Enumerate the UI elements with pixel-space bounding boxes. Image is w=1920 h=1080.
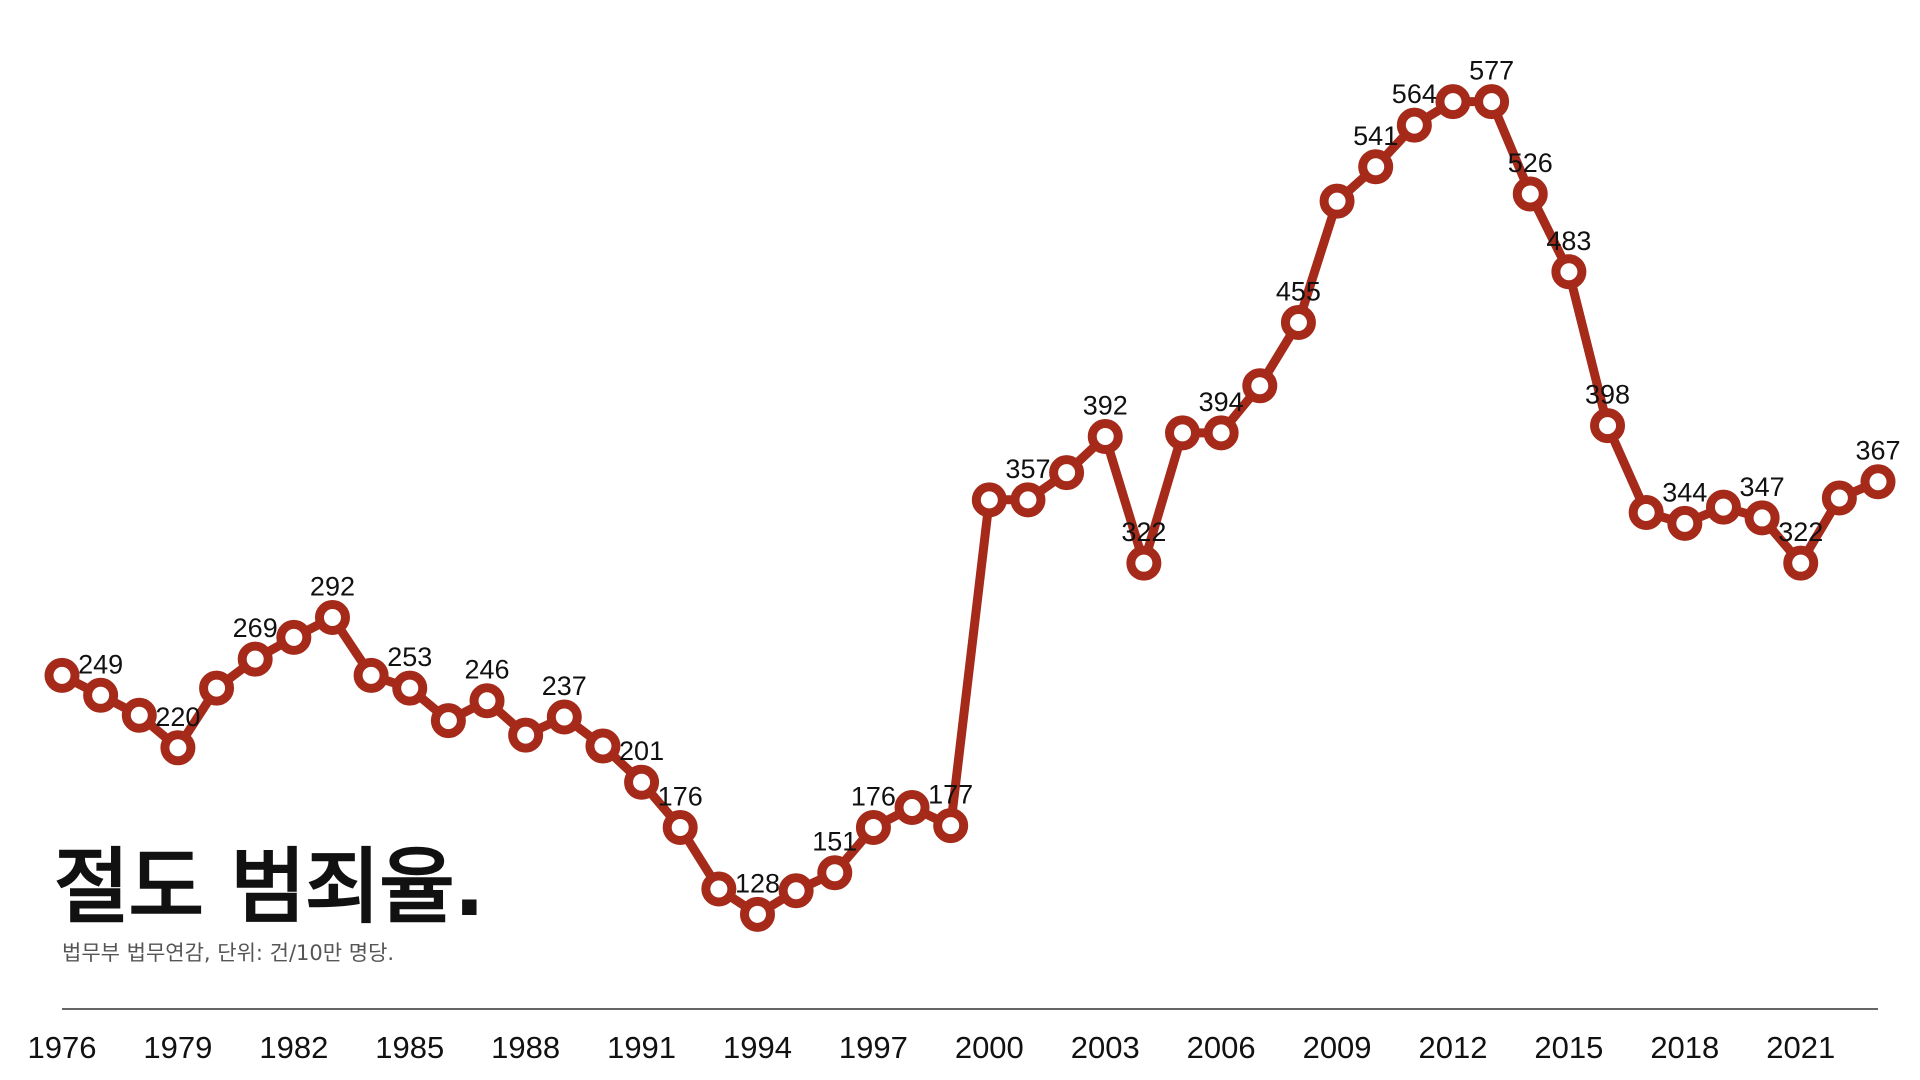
- data-point: [508, 717, 544, 753]
- x-tick-label: 1997: [839, 1030, 908, 1065]
- data-point: [1551, 254, 1587, 290]
- data-label: 344: [1662, 477, 1707, 507]
- data-point: [1280, 304, 1316, 340]
- data-label: 577: [1469, 56, 1514, 86]
- data-point: [1860, 464, 1896, 500]
- data-point: [1590, 408, 1626, 444]
- data-label: 564: [1392, 79, 1437, 109]
- chart-source-note: 법무부 법무연감, 단위: 건/10만 명당.: [62, 941, 395, 965]
- x-tick-label: 1982: [259, 1030, 328, 1065]
- x-tick-label: 2015: [1534, 1030, 1603, 1065]
- data-point: [1705, 489, 1741, 525]
- data-point: [546, 699, 582, 735]
- data-label: 483: [1546, 226, 1591, 256]
- data-point: [1783, 545, 1819, 581]
- data-label: 176: [658, 781, 703, 811]
- data-point: [1512, 176, 1548, 212]
- x-tick-label: 2000: [955, 1030, 1024, 1065]
- data-label: 249: [78, 649, 123, 679]
- data-label: 177: [928, 780, 973, 810]
- data-point: [1744, 500, 1780, 536]
- data-label: 455: [1276, 276, 1321, 306]
- data-point: [1165, 415, 1201, 451]
- data-point: [1049, 455, 1085, 491]
- data-point: [237, 641, 273, 677]
- data-labels-layer: 249 220 269 292 253 246 237 201 176 128 151 176 177 3…: [78, 56, 1900, 899]
- data-point: [855, 809, 891, 845]
- x-tick-label: 1976: [28, 1030, 97, 1065]
- data-points-layer: [44, 84, 1896, 932]
- data-point: [1667, 505, 1703, 541]
- x-tick-label: 2018: [1650, 1030, 1719, 1065]
- x-tick-label: 1991: [607, 1030, 676, 1065]
- data-point: [1203, 415, 1239, 451]
- data-point: [778, 873, 814, 909]
- data-point: [1319, 183, 1355, 219]
- data-point: [83, 677, 119, 713]
- data-label: 176: [851, 781, 896, 811]
- data-point: [624, 764, 660, 800]
- data-label: 526: [1508, 148, 1553, 178]
- x-tick-label: 2006: [1187, 1030, 1256, 1065]
- data-label: 322: [1778, 517, 1823, 547]
- x-tick-label: 2003: [1071, 1030, 1140, 1065]
- data-label: 322: [1121, 517, 1166, 547]
- data-point: [1628, 495, 1664, 530]
- data-point: [44, 657, 80, 693]
- data-point: [160, 730, 196, 766]
- data-point: [469, 683, 505, 719]
- data-label: 253: [387, 642, 432, 672]
- data-label: 128: [735, 868, 780, 898]
- data-point: [971, 482, 1007, 518]
- data-point: [585, 728, 621, 764]
- x-tick-label: 2009: [1303, 1030, 1372, 1065]
- data-point: [1126, 545, 1162, 581]
- x-tick-label: 2012: [1418, 1030, 1487, 1065]
- data-label: 394: [1199, 387, 1244, 417]
- data-point: [1474, 84, 1510, 120]
- data-point: [1010, 482, 1046, 518]
- x-tick-labels-layer: 1976 1979 1982 1985 1988 1991 1994 1997 2000 2003…: [28, 1030, 1836, 1065]
- chart-title: 절도 범죄율.: [54, 840, 485, 935]
- data-label: 398: [1585, 380, 1630, 410]
- data-label: 292: [310, 571, 355, 601]
- data-label: 357: [1005, 454, 1050, 484]
- data-label: 347: [1740, 472, 1785, 502]
- data-point: [701, 871, 737, 907]
- data-label: 220: [155, 702, 200, 732]
- data-label: 237: [542, 671, 587, 701]
- data-point: [1358, 149, 1394, 185]
- x-tick-label: 1985: [375, 1030, 444, 1065]
- data-point: [817, 855, 853, 891]
- data-label: 151: [812, 827, 857, 857]
- data-point: [121, 697, 157, 733]
- x-tick-label: 2021: [1766, 1030, 1835, 1065]
- data-point: [1821, 480, 1857, 516]
- data-point: [276, 619, 312, 655]
- x-tick-label: 1994: [723, 1030, 792, 1065]
- data-label: 367: [1855, 436, 1900, 466]
- data-point: [314, 599, 350, 635]
- data-label: 269: [233, 613, 278, 643]
- data-point: [392, 670, 428, 706]
- data-point: [353, 657, 389, 693]
- data-point: [199, 670, 235, 706]
- data-point: [739, 896, 775, 932]
- data-label: 392: [1083, 390, 1128, 420]
- data-point: [894, 790, 930, 826]
- data-point: [1087, 418, 1123, 454]
- data-point: [662, 809, 698, 845]
- data-point: [430, 703, 466, 739]
- data-label: 201: [619, 736, 664, 766]
- data-label: 246: [464, 655, 509, 685]
- data-label: 541: [1353, 121, 1398, 151]
- x-tick-label: 1988: [491, 1030, 560, 1065]
- data-point: [933, 808, 969, 844]
- data-point: [1242, 368, 1278, 404]
- x-tick-label: 1979: [143, 1030, 212, 1065]
- data-point: [1435, 84, 1471, 120]
- data-point: [1396, 107, 1432, 143]
